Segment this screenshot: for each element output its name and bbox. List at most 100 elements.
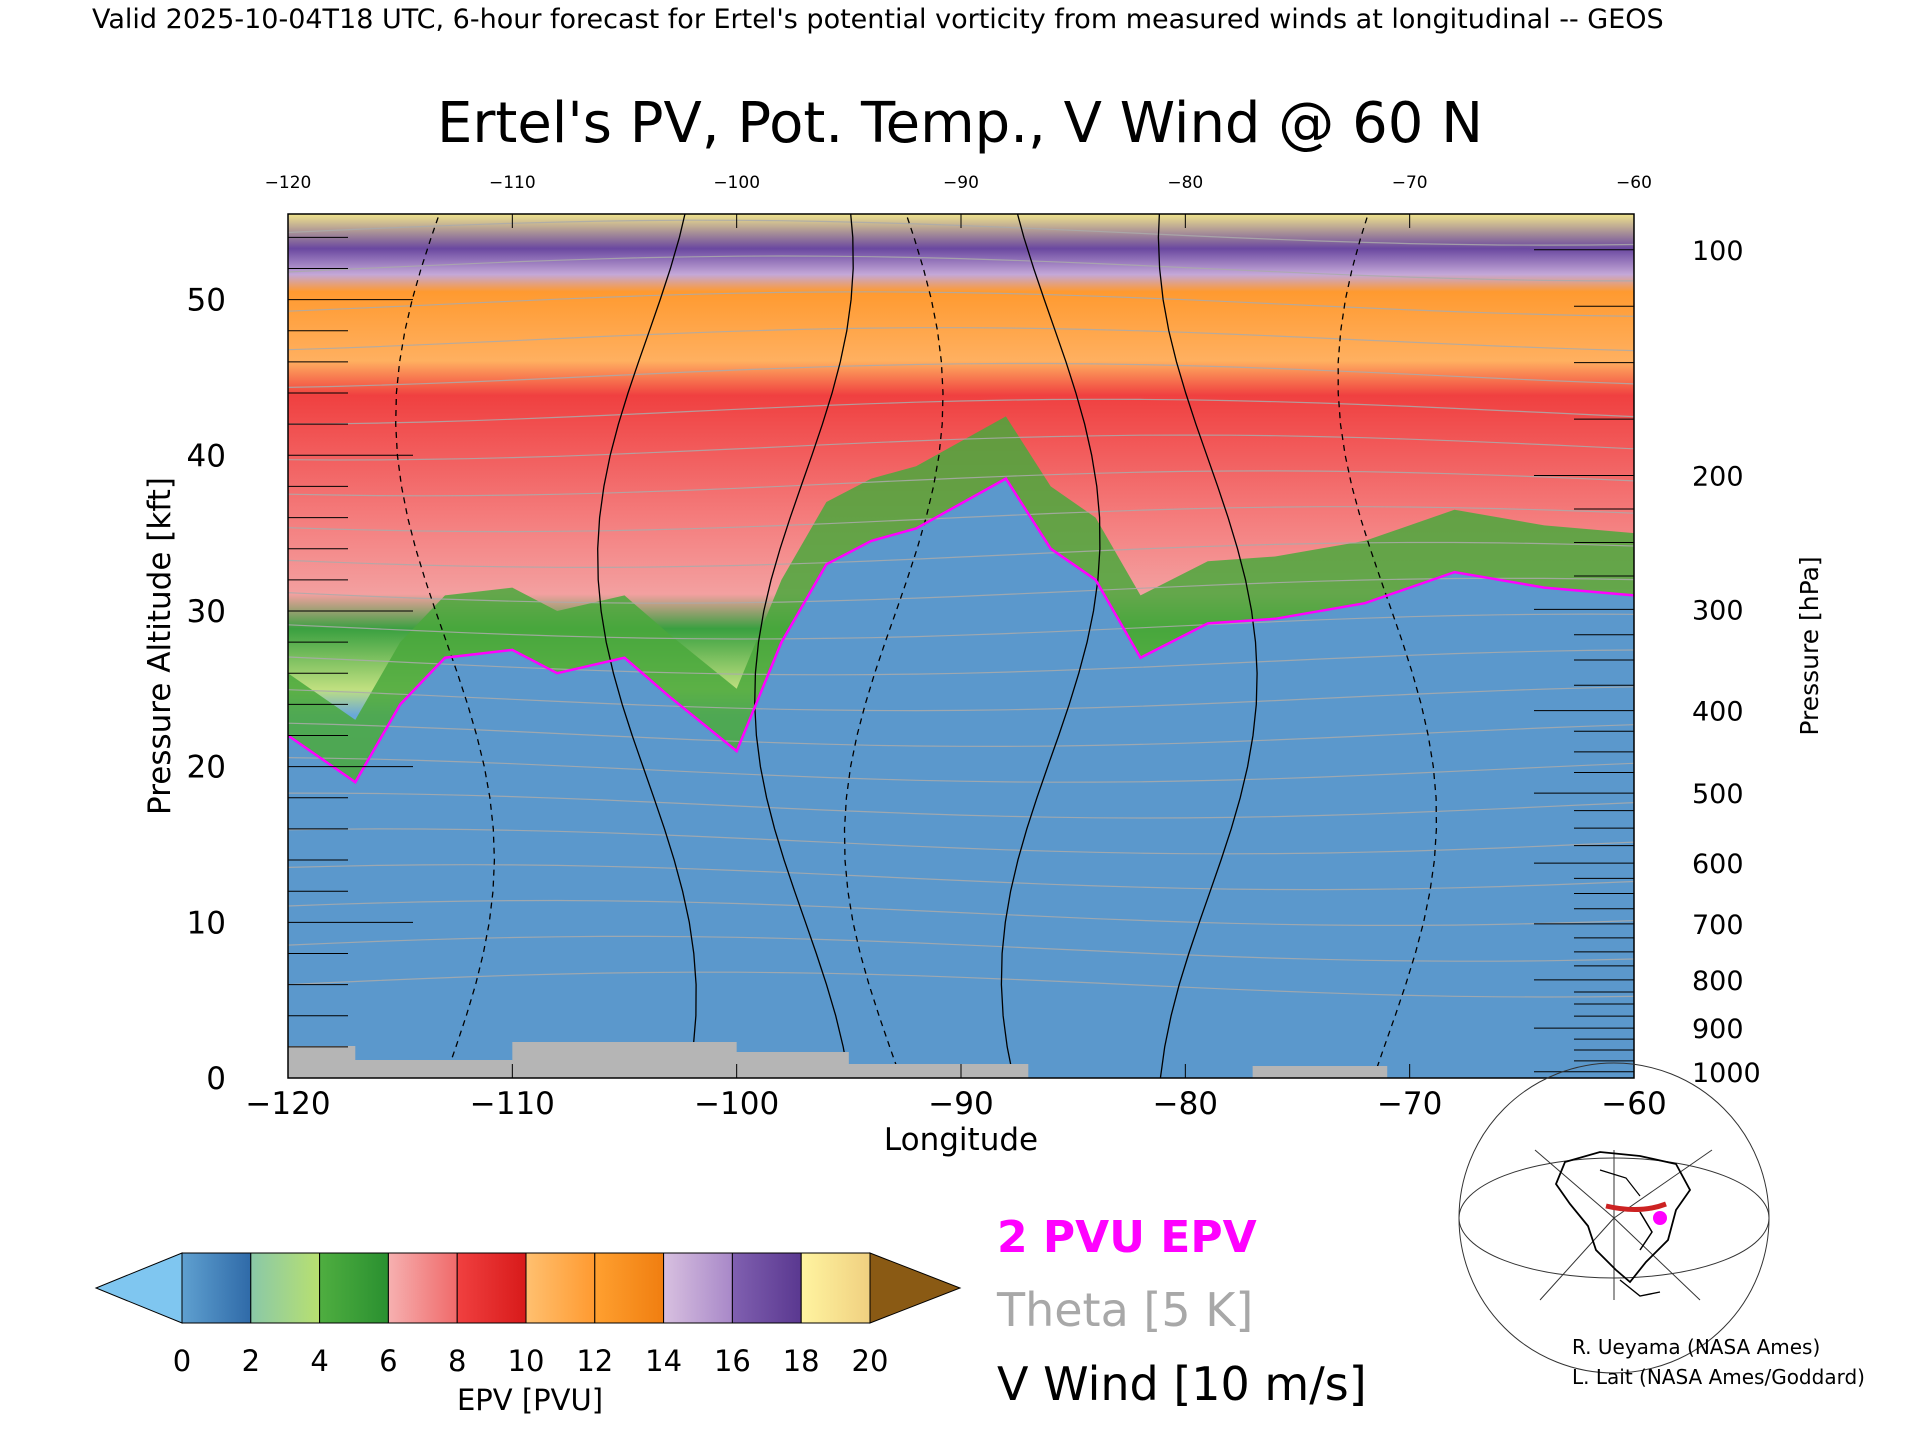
colorbar-bin <box>594 1252 665 1324</box>
colorbar-bin <box>731 1252 802 1324</box>
theta-line <box>288 971 1634 998</box>
right-tick-label: 200 <box>1692 462 1744 493</box>
valid-line: Valid 2025-10-04T18 UTC, 6-hour forecast… <box>92 4 1664 35</box>
theta-line <box>288 470 1634 497</box>
x-tick-label-top: −110 <box>489 173 536 193</box>
colorbar-label: EPV [PVU] <box>457 1383 603 1417</box>
colorbar-tick-label: 12 <box>576 1344 613 1378</box>
inset-locator-map <box>1458 1062 1770 1374</box>
right-tick-label: 1000 <box>1692 1058 1761 1089</box>
theta-line <box>288 291 1634 317</box>
epv-2pvu-line <box>288 476 1634 785</box>
right-tick-label: 600 <box>1692 849 1744 880</box>
colorbar-bin <box>456 1252 527 1324</box>
theta-line <box>288 541 1634 569</box>
v-wind-line <box>597 214 697 1078</box>
theta-line <box>288 686 1634 712</box>
credit-line-1: R. Ueyama (NASA Ames) <box>1572 1335 1820 1359</box>
theta-line <box>288 935 1634 962</box>
colorbar-tick-label: 4 <box>310 1344 328 1378</box>
right-y-axis: 1000 900 800 700 600 500 400 300 200 100 <box>1534 236 1761 1089</box>
x-tick-label: −120 <box>245 1086 330 1122</box>
right-tick-label: 100 <box>1692 236 1744 267</box>
plot-area: −120 −120 −110 −110 −100 −100 −90 −90 −80 −80 −70 −… <box>187 173 1761 1122</box>
right-tick-label: 400 <box>1692 697 1744 728</box>
x-axis: −120 −120 −110 −110 −100 −100 −90 −90 −80 −80 −70 −… <box>245 173 1666 1122</box>
theta-line <box>288 864 1634 891</box>
terrain-mask <box>288 1042 1388 1078</box>
right-tick-label: 900 <box>1692 1014 1744 1045</box>
colorbar-bin <box>800 1252 871 1324</box>
theta-line <box>288 577 1634 604</box>
theta-line <box>288 792 1634 819</box>
chart-title: Ertel's PV, Pot. Temp., V Wind @ 60 N <box>437 91 1483 156</box>
x-tick-label: −100 <box>694 1086 779 1122</box>
right-tick-label: 800 <box>1692 966 1744 997</box>
theta-line <box>288 757 1634 783</box>
legend-theta: Theta [5 K] <box>996 1283 1253 1337</box>
colorbar: 0 2 4 6 8 10 12 14 16 18 20 <box>94 1252 962 1378</box>
colorbar-tick-label: 16 <box>714 1344 751 1378</box>
credit-line-2: L. Lait (NASA Ames/Goddard) <box>1572 1365 1865 1389</box>
colorbar-tick-label: 2 <box>242 1344 260 1378</box>
theta-line <box>288 434 1634 461</box>
colorbar-bin <box>525 1252 596 1324</box>
theta-line <box>288 899 1634 926</box>
theta-line <box>288 506 1634 533</box>
right-tick-label: 700 <box>1692 910 1744 941</box>
colorbar-tick-label: 18 <box>783 1344 820 1378</box>
v-wind-contours <box>395 214 1438 1078</box>
location-marker <box>1653 1211 1667 1225</box>
x-tick-label-top: −80 <box>1167 173 1203 193</box>
legend-vwind: V Wind [10 m/s] <box>997 1357 1367 1411</box>
section-line <box>1605 1201 1667 1212</box>
colorbar-tick-label: 20 <box>852 1344 889 1378</box>
theta-line <box>288 398 1634 425</box>
theta-line <box>288 255 1634 282</box>
left-tick-label: 20 <box>187 750 226 786</box>
troposphere-low-pv-region <box>288 478 1634 1078</box>
colorbar-tick-label: 14 <box>645 1344 682 1378</box>
colorbar-under-triangle <box>94 1252 183 1324</box>
left-tick-label: 30 <box>187 594 226 630</box>
green-band <box>288 416 1634 783</box>
theta-line <box>288 613 1634 640</box>
x-tick-label-top: −60 <box>1616 173 1652 193</box>
colorbar-bin <box>181 1252 252 1324</box>
colorbar-bin <box>250 1252 321 1324</box>
colorbar-over-triangle <box>869 1252 962 1324</box>
x-tick-label: −90 <box>928 1086 993 1122</box>
colorbar-tick-label: 8 <box>448 1344 466 1378</box>
left-y-axis-label: Pressure Altitude [kft] <box>142 477 178 815</box>
v-wind-line <box>1337 214 1438 1078</box>
v-wind-line <box>754 214 854 1078</box>
continent-outline <box>1554 1151 1692 1284</box>
left-tick-label: 10 <box>187 905 226 941</box>
x-tick-label-top: −70 <box>1392 173 1428 193</box>
x-tick-label: −110 <box>470 1086 555 1122</box>
colorbar-bin <box>319 1252 389 1324</box>
left-tick-label: 0 <box>206 1061 226 1097</box>
x-tick-label-top: −100 <box>713 173 760 193</box>
x-tick-label: −80 <box>1153 1086 1218 1122</box>
theta-line <box>288 722 1634 748</box>
x-tick-label-top: −90 <box>943 173 979 193</box>
colorbar-tick-label: 6 <box>379 1344 397 1378</box>
theta-line <box>288 327 1634 352</box>
x-tick-label: −70 <box>1377 1086 1442 1122</box>
colorbar-bin <box>663 1252 733 1324</box>
legend-epv: 2 PVU EPV <box>997 1212 1257 1263</box>
theta-line <box>288 362 1634 388</box>
left-tick-label: 50 <box>187 283 226 319</box>
colorbar-bin <box>387 1252 458 1324</box>
theta-line <box>288 649 1634 676</box>
theta-contours <box>288 219 1634 998</box>
theta-line <box>288 828 1634 855</box>
left-tick-label: 40 <box>187 438 226 474</box>
v-wind-line <box>1000 214 1101 1078</box>
colorbar-tick-label: 10 <box>508 1344 545 1378</box>
x-axis-label: Longitude <box>884 1122 1038 1158</box>
x-tick-label: −60 <box>1601 1086 1666 1122</box>
right-tick-label: 300 <box>1692 595 1744 626</box>
